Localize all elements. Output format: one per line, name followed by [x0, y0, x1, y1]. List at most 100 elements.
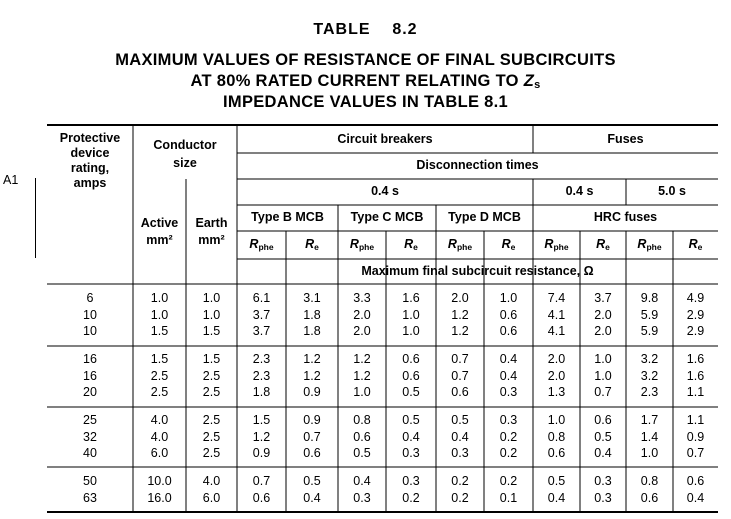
cell-hrc50-rphe: 0.8	[640, 474, 659, 488]
rphe-symbol: Rphe	[626, 237, 673, 255]
cell-typed-re: 0.6	[499, 307, 518, 322]
cell-typed-rphe: 1.2	[451, 307, 469, 322]
cell-typed-rphe: 0.2	[451, 474, 469, 488]
cell-typec-rphe: 1.2	[353, 352, 371, 366]
table-subtitle-line-1: MAXIMUM VALUES OF RESISTANCE OF FINAL SU…	[115, 51, 616, 69]
cell-hrc50-rphe: 9.8	[640, 291, 659, 305]
cell-typec-rphe: 1.0	[353, 385, 371, 399]
cell-hrc04-rphe: 0.5	[547, 474, 566, 488]
table-subtitle-line-3: IMPEDANCE VALUES IN TABLE 8.1	[223, 93, 508, 111]
cell-typeb-re: 0.4	[303, 490, 321, 505]
cell-typed-rphe: 2.0	[451, 291, 469, 305]
cell-active: 10.0	[147, 474, 172, 488]
cell-typeb-re: 0.7	[303, 429, 321, 444]
symbol-sub: phe	[358, 242, 375, 252]
type-c-header: Type C MCB	[350, 210, 424, 224]
cell-hrc04-re: 0.7	[594, 385, 612, 399]
cell-earth: 2.5	[202, 446, 221, 460]
re-symbol: Re	[286, 237, 338, 255]
symbol-sub: phe	[258, 242, 274, 252]
cell-hrc50-re: 0.6	[686, 474, 705, 488]
cell-typeb-re: 1.8	[303, 324, 321, 338]
cell-active: 2.5	[150, 368, 169, 383]
cell-hrc04-re: 0.5	[594, 429, 612, 444]
cell-typeb-re: 1.8	[303, 307, 321, 322]
cell-typeb-rphe: 1.5	[252, 413, 271, 427]
cell-rating: 10	[83, 307, 97, 322]
cell-typeb-rphe: 0.7	[252, 474, 271, 488]
rphe-symbol: Rphe	[237, 237, 286, 255]
cell-hrc50-re: 4.9	[686, 291, 705, 305]
protective-line-3: rating,	[70, 161, 110, 175]
cell-typed-rphe: 0.5	[451, 413, 469, 427]
cell-typec-re: 0.3	[402, 446, 420, 460]
protective-line-2: device	[70, 146, 110, 160]
cell-hrc50-rphe: 5.9	[640, 307, 659, 322]
cell-typed-re: 0.4	[499, 352, 518, 366]
conductor-size-header: Conductor size	[133, 136, 237, 172]
protective-device-header: Protective device rating, amps	[47, 131, 133, 191]
active-line-2: mm²	[146, 233, 173, 247]
cell-hrc04-re: 0.6	[594, 413, 612, 427]
rphe-symbol: Rphe	[533, 237, 580, 255]
cell-earth: 1.0	[202, 291, 221, 305]
cell-typed-rphe: 0.7	[451, 368, 469, 383]
cell-typec-re: 0.2	[402, 490, 420, 505]
conductor-line-2: size	[173, 156, 197, 170]
symbol-main: R	[544, 237, 554, 251]
cell-hrc50-re: 1.1	[686, 413, 705, 427]
zs-symbol: Zs	[524, 72, 541, 91]
cell-typed-rphe: 1.2	[451, 324, 469, 338]
cell-hrc50-rphe: 1.7	[640, 413, 659, 427]
time-cb-header: 0.4 s	[371, 184, 399, 198]
circuit-breakers-header: Circuit breakers	[337, 132, 433, 146]
cell-typeb-rphe: 3.7	[252, 324, 271, 338]
rphe-symbol: Rphe	[338, 237, 386, 255]
conductor-line-1: Conductor	[153, 138, 217, 152]
cell-typec-rphe: 0.5	[353, 446, 371, 460]
cell-hrc50-rphe: 0.6	[640, 490, 659, 505]
cell-typec-re: 0.6	[402, 352, 420, 366]
cell-typed-rphe: 0.2	[451, 490, 469, 505]
cell-rating: 10	[83, 324, 97, 338]
cell-hrc04-re: 0.3	[594, 490, 612, 505]
cell-typec-re: 1.0	[402, 307, 420, 322]
cell-typec-rphe: 0.6	[353, 429, 371, 444]
cell-hrc04-rphe: 2.0	[547, 352, 566, 366]
cell-hrc04-re: 0.4	[594, 446, 612, 460]
cell-hrc04-re: 3.7	[594, 291, 612, 305]
cell-hrc04-rphe: 0.4	[547, 490, 566, 505]
re-symbol: Re	[386, 237, 436, 255]
cell-typed-re: 0.3	[499, 385, 518, 399]
cell-typed-re: 0.4	[499, 368, 518, 383]
cell-typeb-rphe: 2.3	[252, 368, 271, 383]
amendment-bar	[35, 178, 36, 258]
cell-hrc04-re: 2.0	[594, 324, 612, 338]
symbol-main: R	[688, 237, 698, 251]
cell-hrc50-re: 0.9	[686, 429, 705, 444]
symbol-main: R	[501, 237, 511, 251]
cell-rating: 16	[83, 368, 97, 383]
symbol-main: R	[447, 237, 457, 251]
cell-typeb-rphe: 3.7	[252, 307, 271, 322]
hrc-fuses-header: HRC fuses	[593, 210, 658, 224]
symbol-main: R	[404, 237, 414, 251]
cell-hrc04-re: 1.0	[594, 352, 612, 366]
table-number: TABLE 8.2	[313, 21, 418, 38]
rphe-symbol: Rphe	[436, 237, 484, 255]
cell-typec-rphe: 0.3	[353, 490, 371, 505]
cell-rating: 63	[83, 490, 97, 505]
table-subtitle-line-2: AT 80% RATED CURRENT RELATING TO Zs	[0, 72, 731, 91]
re-symbol: Re	[484, 237, 533, 255]
cell-typeb-re: 0.6	[303, 446, 321, 460]
cell-typed-re: 0.2	[499, 474, 518, 488]
symbol-main: R	[596, 237, 606, 251]
time-fuse-04-header: 0.4 s	[565, 184, 594, 198]
cell-typed-re: 0.6	[499, 324, 518, 338]
cell-active: 16.0	[147, 490, 172, 505]
symbol-main: R	[305, 237, 315, 251]
cell-hrc50-re: 0.7	[686, 446, 705, 460]
cell-typec-re: 1.0	[402, 324, 420, 338]
cell-hrc50-re: 0.4	[686, 490, 705, 505]
cell-hrc04-rphe: 1.3	[547, 385, 566, 399]
